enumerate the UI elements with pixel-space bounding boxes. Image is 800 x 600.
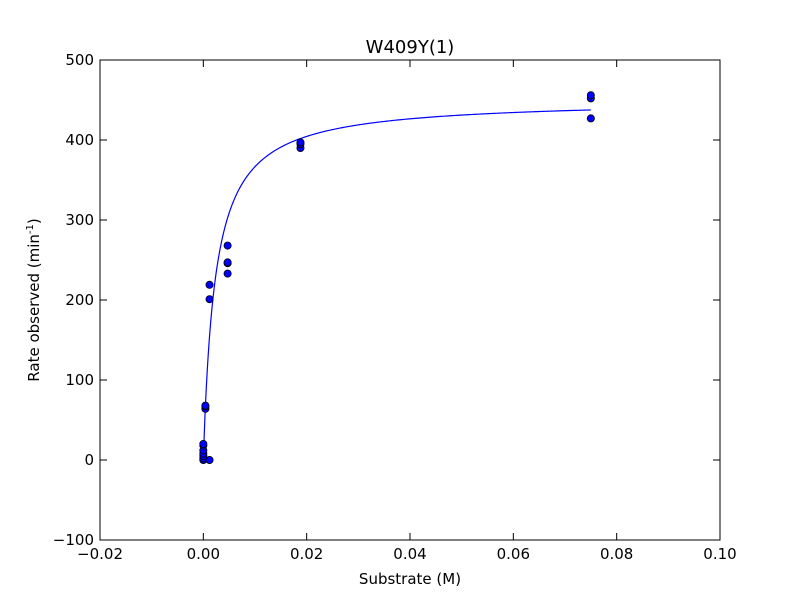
x-tick-label: −0.02 bbox=[77, 545, 123, 563]
x-tick-label: 0.02 bbox=[290, 545, 323, 563]
data-point bbox=[205, 455, 214, 464]
y-axis-ticks: −100 0 100 200 300 400 500 bbox=[53, 51, 720, 549]
x-tick-label: 0.08 bbox=[600, 545, 633, 563]
x-tick-label: 0.04 bbox=[393, 545, 426, 563]
y-tick-label: 0 bbox=[84, 451, 94, 469]
y-axis-label: Rate observed (min-1) bbox=[25, 218, 43, 381]
data-point bbox=[296, 138, 305, 147]
data-point bbox=[223, 241, 232, 250]
plot-area bbox=[199, 91, 595, 464]
data-point bbox=[586, 91, 595, 100]
x-tick-label: 0.06 bbox=[497, 545, 530, 563]
y-tick-label: −100 bbox=[53, 531, 94, 549]
y-tick-label: 500 bbox=[65, 51, 94, 69]
data-point bbox=[223, 269, 232, 278]
chart-title: W409Y(1) bbox=[366, 37, 455, 58]
fit-curve-line bbox=[202, 109, 591, 461]
data-point bbox=[223, 258, 232, 267]
y-axis-label-close: ) bbox=[25, 218, 43, 224]
data-point bbox=[205, 295, 214, 304]
x-axis-label: Substrate (M) bbox=[359, 570, 461, 588]
y-tick-label: 100 bbox=[65, 371, 94, 389]
data-point bbox=[199, 439, 208, 448]
x-tick-label: 0.10 bbox=[703, 545, 736, 563]
y-tick-label: 300 bbox=[65, 211, 94, 229]
y-tick-label: 400 bbox=[65, 131, 94, 149]
y-tick-label: 200 bbox=[65, 291, 94, 309]
data-point bbox=[201, 401, 210, 410]
data-point bbox=[586, 114, 595, 123]
x-tick-label: 0.00 bbox=[187, 545, 220, 563]
y-axis-label-main: Rate observed (min bbox=[25, 234, 43, 382]
x-axis-ticks: −0.02 0.00 0.02 0.04 0.06 0.08 0.10 bbox=[77, 60, 737, 563]
y-axis-label-superscript: -1 bbox=[25, 224, 36, 234]
data-point bbox=[205, 280, 214, 289]
